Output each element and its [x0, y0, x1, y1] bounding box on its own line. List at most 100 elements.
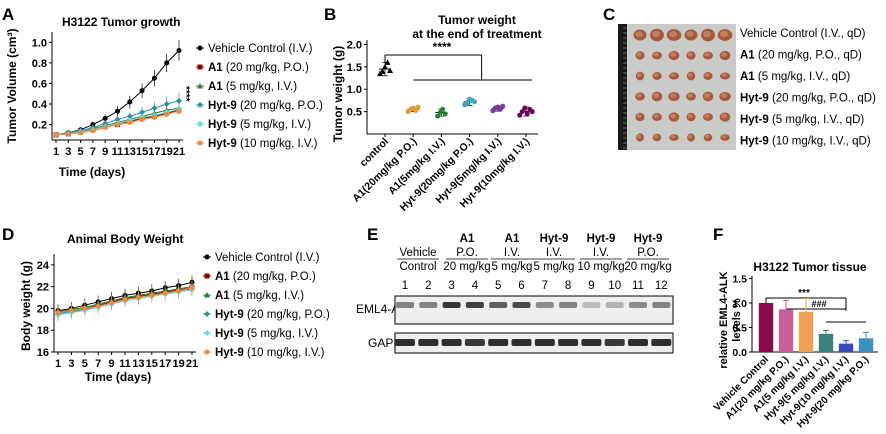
- data-point: [82, 305, 88, 311]
- panel-label-c: C: [603, 5, 615, 24]
- panel-a-legend: Vehicle Control (I.V.) A1 (20 mg/kg, P.O.…: [196, 43, 323, 150]
- data-point: [135, 295, 141, 301]
- y-tick-label: 20: [37, 303, 49, 315]
- legend-text: (5 mg/kg, I.V.): [240, 119, 311, 131]
- panel-f-sig1: ***: [798, 288, 810, 299]
- y-tick-label: 0.0: [732, 347, 747, 359]
- group-compound: A1: [505, 233, 520, 245]
- data-point: [379, 68, 386, 74]
- x-tick-label: 19: [161, 146, 173, 158]
- label-text: (20 mg/kg, P.O., qD): [772, 93, 876, 105]
- legend-marker: [197, 64, 203, 70]
- gapdh-band: [558, 339, 579, 346]
- y-tick-label: 0.2: [32, 120, 47, 132]
- data-point: [95, 303, 101, 309]
- legend-text: (20 mg/kg, P.O.): [247, 309, 330, 321]
- tumor-highlight: [653, 114, 659, 118]
- eml4-band: [442, 302, 461, 308]
- bar: [838, 343, 854, 352]
- x-tick-label: 15: [136, 146, 148, 158]
- y-tick-label: 16: [37, 347, 49, 359]
- x-tick-label: 15: [146, 358, 158, 370]
- x-tick-label: 13: [124, 146, 136, 158]
- gapdh-band: [581, 339, 602, 346]
- tumor-highlight: [636, 72, 642, 78]
- tumor-highlight: [669, 93, 677, 98]
- tumor-highlight: [721, 52, 727, 57]
- legend-bold: A1: [208, 81, 226, 93]
- panel-label-d: D: [2, 225, 14, 244]
- legend-text: (5 mg/kg, I.V.): [247, 328, 318, 340]
- eml4-band: [652, 302, 671, 308]
- panel-f-ylabel-line2: levels %: [731, 298, 743, 342]
- legend-bold: Hyt-9: [208, 100, 240, 112]
- tumor-highlight: [719, 31, 729, 37]
- x-tick-label: 19: [172, 358, 184, 370]
- data-point: [109, 300, 115, 306]
- data-point: [127, 99, 133, 105]
- data-point: [127, 120, 133, 126]
- x-tick-label: 9: [102, 146, 108, 158]
- panel-b-ylabel: Tumor weight (g): [331, 46, 345, 142]
- panel-a-ylabel: Tumor Volume (cm³): [5, 29, 19, 144]
- tumor-highlight: [704, 93, 710, 98]
- data-point: [413, 108, 419, 114]
- data-point: [151, 105, 158, 112]
- legend-text: (10 mg/kg, I.V.): [247, 347, 325, 359]
- eml4-band: [396, 302, 414, 308]
- panel-b-significance: ****: [433, 40, 452, 54]
- eml4-band: [559, 302, 578, 308]
- label-bold: Hyt-9: [740, 136, 772, 148]
- x-tick-label: 9: [109, 358, 115, 370]
- data-point: [519, 109, 525, 115]
- x-tick-label: 5: [78, 146, 84, 158]
- tumor-highlight: [704, 134, 710, 139]
- group-compound: A1: [460, 233, 475, 245]
- legend-entry: Hyt-9 (20 mg/kg, P.O.): [215, 309, 330, 321]
- eml4-band: [535, 302, 554, 308]
- x-tick-label: 5: [82, 358, 88, 370]
- tumor-highlight: [653, 134, 659, 139]
- data-point: [53, 132, 59, 138]
- lane-number: 2: [425, 280, 431, 292]
- panel-a-xlabel: Time (days): [59, 165, 125, 179]
- tumor-highlight: [670, 134, 676, 139]
- blot-membrane-eml4: [394, 295, 674, 325]
- tumor-highlight: [703, 30, 711, 38]
- legend-bold: Hyt-9: [215, 347, 247, 359]
- tumor-highlight: [670, 52, 676, 57]
- label-bold: Hyt-9: [740, 93, 772, 105]
- lane-number: 10: [608, 280, 621, 292]
- tumor-highlight: [687, 113, 693, 119]
- bar: [818, 333, 834, 352]
- legend-marker: [204, 311, 210, 317]
- eml4-band: [489, 302, 508, 308]
- gapdh-band: [651, 339, 672, 346]
- tumor-highlight: [636, 52, 642, 57]
- legend-entry: Hyt-9 (10 mg/kg, I.V.): [215, 347, 325, 359]
- legend-entry: A1 (5 mg/kg, I.V.): [215, 290, 304, 302]
- panel-label-f: F: [713, 225, 723, 244]
- gapdh-band: [441, 339, 462, 346]
- legend-text: (10 mg/kg, I.V.): [240, 138, 318, 150]
- panel-f-sig2: ###: [811, 299, 826, 309]
- group-route: I.V.: [504, 247, 520, 259]
- data-point: [102, 120, 109, 127]
- data-point: [115, 122, 120, 128]
- group-dose: 5 mg/kg: [534, 261, 575, 273]
- data-point: [162, 290, 168, 296]
- bar: [758, 302, 774, 352]
- y-tick-label: 1.0: [347, 84, 362, 96]
- lane-number: 11: [632, 280, 644, 292]
- data-point: [415, 104, 421, 110]
- lane-number: 8: [565, 280, 571, 292]
- y-tick-label: 18: [37, 325, 49, 337]
- tumor-highlight: [721, 113, 727, 119]
- data-point: [442, 111, 448, 117]
- panel-b-title-1: Tumor weight: [438, 13, 516, 27]
- data-point: [126, 113, 133, 120]
- legend-entry: Hyt-9 (10 mg/kg, I.V.): [208, 138, 318, 150]
- photo-background: [618, 24, 736, 150]
